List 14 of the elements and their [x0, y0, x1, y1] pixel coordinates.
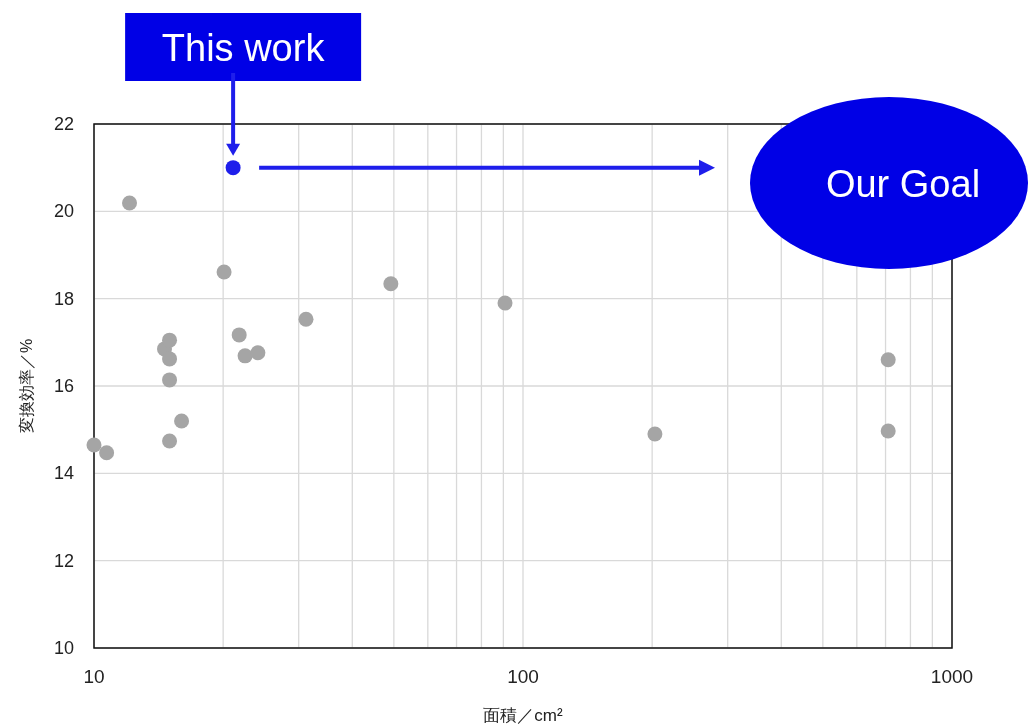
- y-tick-label: 10: [53, 638, 74, 658]
- y-axis-title: 変換効率／%: [18, 338, 35, 434]
- y-tick-label: 18: [53, 288, 74, 309]
- annotation: This work: [161, 27, 326, 69]
- annotation: Our Goal: [825, 163, 981, 205]
- y-tick-label: 20: [53, 201, 74, 222]
- x-tick-label: 100: [507, 666, 539, 687]
- y-tick-label: 14: [53, 463, 74, 484]
- y-tick-label: 12: [53, 550, 74, 571]
- x-tick-label: 10: [83, 666, 105, 687]
- x-axis-title: 面積／cm²: [483, 706, 563, 725]
- y-tick-label: 22: [53, 114, 74, 134]
- y-tick-label: 16: [53, 376, 74, 396]
- x-tick-label: 1000: [930, 666, 974, 687]
